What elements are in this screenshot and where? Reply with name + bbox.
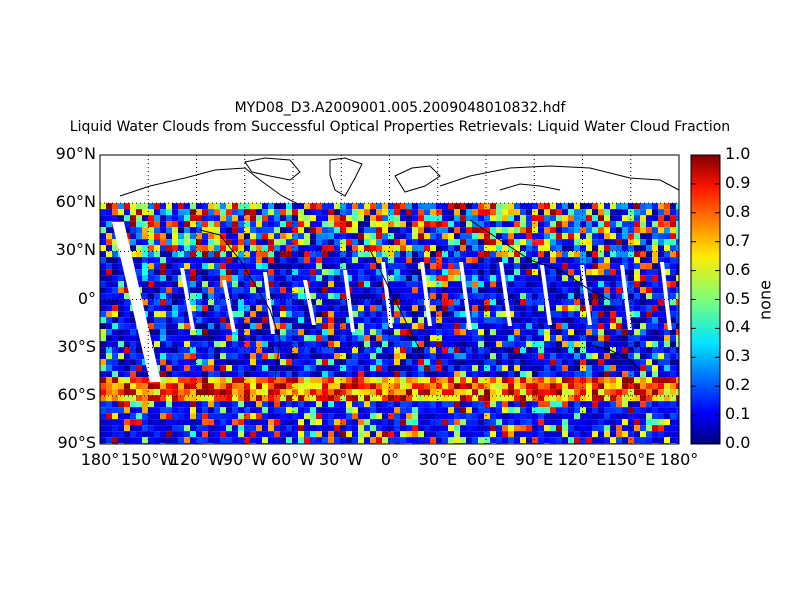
colorbar-tick-label: 0.6 xyxy=(725,260,751,279)
colorbar-ticks xyxy=(691,154,720,445)
lon-tick-label: 180° xyxy=(659,450,699,469)
colorbar-tick-label: 0.8 xyxy=(725,202,751,221)
lon-tick-label: 60°W xyxy=(270,450,316,469)
colorbar-tick-label: 0.9 xyxy=(725,173,751,192)
lon-tick-label: 60°E xyxy=(466,450,506,469)
lat-tick-label: 60°S xyxy=(57,385,96,404)
colorbar-tick-label: 0.0 xyxy=(725,433,751,452)
lon-tick-label: 150°W xyxy=(120,450,176,469)
lon-tick-label: 90°W xyxy=(222,450,268,469)
lon-tick-label: 30°E xyxy=(418,450,458,469)
lon-tick-label: 120°W xyxy=(169,450,225,469)
lon-tick-label: 180° xyxy=(80,450,120,469)
colorbar-tick-label: 0.5 xyxy=(725,289,751,308)
colorbar-tick-label: 0.3 xyxy=(725,346,751,365)
colorbar-label: none xyxy=(755,280,775,320)
chart-title: Liquid Water Clouds from Successful Opti… xyxy=(69,119,731,135)
file-title: MYD08_D3.A2009001.005.2009048010832.hdf xyxy=(234,100,566,116)
lon-tick-label: 30°W xyxy=(318,450,364,469)
lat-tick-label: 30°S xyxy=(57,337,96,356)
lon-tick-label: 150°E xyxy=(606,450,656,469)
colorbar-tick-label: 1.0 xyxy=(725,144,751,163)
lon-tick-label: 90°E xyxy=(514,450,554,469)
lat-tick-label: 90°S xyxy=(57,433,96,452)
lon-tick-label: 0° xyxy=(380,450,400,469)
map-frame xyxy=(99,154,680,445)
graticule xyxy=(100,155,679,444)
lat-tick-label: 60°N xyxy=(55,192,96,211)
lat-tick-label: 90°N xyxy=(55,144,96,163)
lat-tick-label: 0° xyxy=(77,289,96,308)
colorbar-tick-label: 0.4 xyxy=(725,317,751,336)
colorbar-tick-label: 0.7 xyxy=(725,231,751,250)
colorbar-tick-label: 0.1 xyxy=(725,404,751,423)
lon-tick-label: 120°E xyxy=(557,450,607,469)
lat-tick-label: 30°N xyxy=(55,240,96,259)
colorbar-tick-label: 0.2 xyxy=(725,375,751,394)
